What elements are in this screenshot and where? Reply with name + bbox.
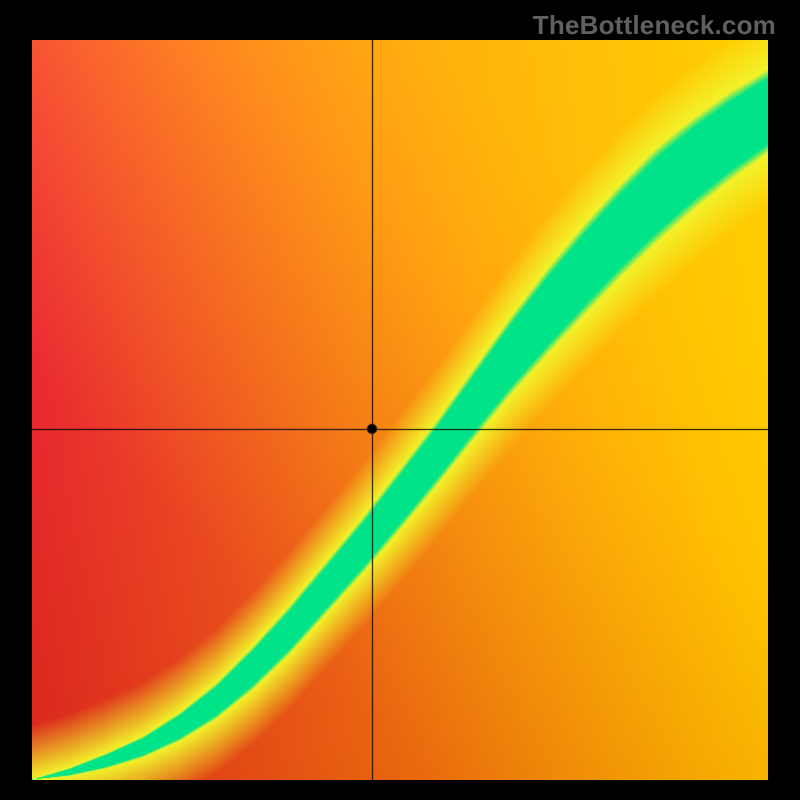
bottleneck-heatmap — [32, 40, 768, 780]
watermark-text: TheBottleneck.com — [533, 10, 776, 41]
